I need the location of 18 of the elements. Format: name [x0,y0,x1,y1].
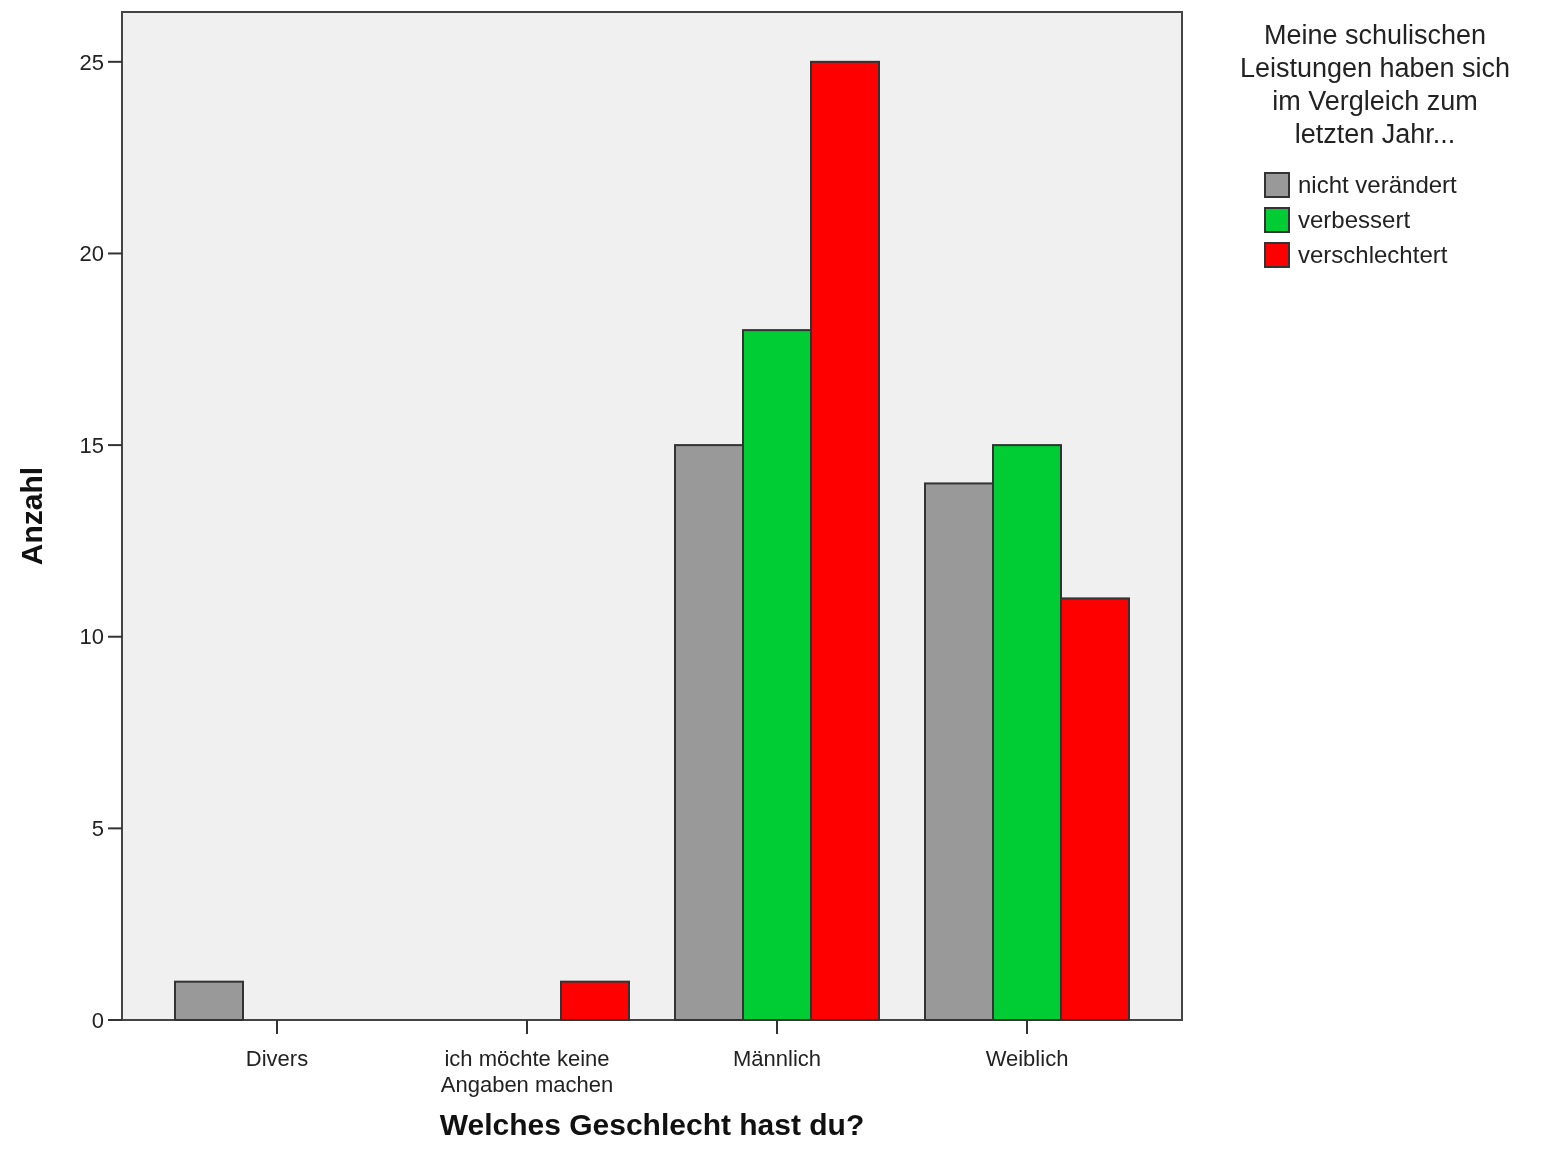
legend-title: Meine schulischen Leistungen haben sich im Vergleich zum letzten Jahr... [1239,20,1511,149]
bar [560,980,630,1021]
y-tick-label: 0 [91,1007,104,1033]
x-tick-label: ich möchte keine Angaben machen [440,1046,614,1097]
y-tick-label: 10 [79,624,104,650]
x-axis-title: Welches Geschlecht hast du? [439,1108,865,1141]
y-tick-label: 5 [91,816,104,842]
y-tick-label: 15 [79,432,104,458]
x-tick-label: Männlich [732,1046,822,1071]
x-tick-label: Weiblich [985,1046,1069,1071]
legend-label: nicht verändert [1298,171,1458,199]
bar [174,980,244,1021]
y-axis-title: Anzahl [15,466,48,566]
legend-label: verbessert [1298,206,1411,234]
y-tick-label: 20 [79,241,104,267]
legend-label: verschlechtert [1298,241,1448,269]
y-tick-label: 25 [79,49,104,75]
x-tick-label: Divers [245,1046,309,1071]
